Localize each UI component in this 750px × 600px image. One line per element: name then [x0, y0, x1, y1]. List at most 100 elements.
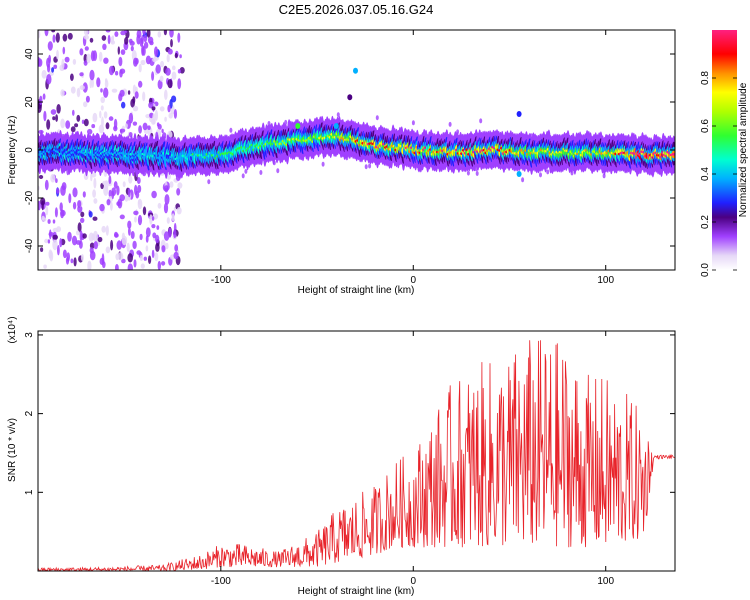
noise-cell [44, 238, 49, 244]
noise-cell [157, 31, 162, 38]
noise-cell [244, 168, 248, 174]
noise-cell [167, 48, 173, 55]
noise-cell [164, 89, 168, 101]
noise-cell [207, 179, 211, 185]
noise-cell [81, 119, 85, 125]
noise-cell [122, 181, 126, 188]
noise-cell [375, 115, 379, 121]
noise-cell [127, 220, 132, 229]
noise-cell [60, 209, 65, 219]
noise-cell [142, 46, 146, 56]
noise-cell [70, 86, 76, 94]
noise-cell [132, 84, 136, 95]
noise-cell [157, 202, 162, 209]
noise-cell [88, 232, 95, 242]
noise-cell [152, 113, 156, 125]
noise-cell [119, 214, 125, 220]
noise-cell [177, 32, 181, 43]
spectrogram-x-ticks: -100 0 100 [211, 30, 614, 286]
noise-cell [117, 46, 121, 55]
noise-cell [142, 206, 147, 216]
noise-cell [138, 80, 143, 88]
noise-cell [128, 112, 134, 124]
noise-cell [137, 214, 143, 226]
noise-cell [111, 88, 118, 93]
noise-cell [164, 116, 167, 122]
noise-cell [157, 79, 163, 90]
noise-cell [156, 225, 160, 230]
noise-cell [79, 72, 84, 77]
noise-cell [38, 200, 41, 211]
noise-cell [47, 239, 51, 244]
noise-cell [97, 236, 103, 243]
noise-cell [38, 56, 41, 67]
noise-cell [39, 95, 43, 106]
noise-cell [132, 240, 137, 250]
noise-cell [118, 56, 123, 67]
feature-cell [353, 67, 358, 74]
noise-cell [241, 173, 245, 179]
noise-cell [61, 58, 65, 70]
noise-cell [52, 219, 56, 224]
noise-cell [52, 34, 56, 43]
noise-cell [229, 127, 233, 133]
noise-cell [114, 31, 119, 37]
noise-cell [41, 69, 47, 79]
noise-cell [368, 163, 372, 169]
noise-cell [101, 35, 107, 41]
noise-cell [121, 235, 128, 246]
noise-cell [99, 110, 102, 119]
feature-cell [516, 111, 522, 117]
noise-cell [173, 229, 177, 239]
noise-cell [52, 227, 58, 233]
noise-cell [92, 112, 98, 123]
noise-cell [38, 30, 41, 39]
noise-cell [100, 105, 104, 111]
noise-cell [102, 43, 107, 50]
noise-cell [113, 118, 118, 130]
noise-cell [84, 46, 89, 51]
noise-cell [134, 91, 139, 99]
noise-cell [49, 250, 54, 262]
figure-title: C2E5.2026.037.05.16.G24 [279, 2, 434, 17]
noise-cell [336, 112, 340, 118]
noise-cell [164, 194, 170, 205]
spectrogram-y-ticks: -40 -20 0 20 40 [24, 48, 675, 253]
noise-cell [44, 179, 49, 191]
noise-cell [138, 63, 142, 73]
noise-cell [50, 109, 57, 115]
noise-cell [164, 185, 169, 193]
noise-cell [176, 207, 182, 215]
noise-cell [65, 120, 71, 129]
noise-cell [45, 201, 50, 206]
noise-cell [163, 231, 170, 241]
noise-cell [110, 40, 116, 45]
colorbar-gradient [712, 30, 737, 270]
colorbar-tick-label: 0.8 [700, 71, 711, 85]
noise-cell [65, 256, 70, 265]
noise-cell [105, 225, 109, 236]
noise-cell [364, 164, 368, 170]
noise-cell [80, 254, 84, 262]
colorbar-label: Normalized spectral amplitude [738, 82, 749, 217]
noise-cell [119, 68, 126, 74]
noise-cell [115, 70, 119, 76]
noise-cell [124, 37, 129, 45]
colorbar-tick-label: 0.0 [700, 263, 711, 277]
noise-cell [116, 185, 120, 196]
noise-cell [86, 53, 91, 64]
noise-cell [52, 234, 58, 240]
noise-cell [51, 30, 56, 33]
noise-cell [127, 188, 131, 198]
noise-cell [163, 30, 167, 36]
noise-cell [47, 64, 51, 73]
noise-cell [170, 39, 173, 48]
snr-series-line [38, 340, 675, 571]
noise-cell [72, 201, 77, 210]
noise-cell [83, 118, 89, 127]
noise-cell [102, 180, 108, 186]
noise-cell [79, 85, 85, 91]
noise-cell [177, 78, 182, 90]
spectrogram-y-tick-label: -40 [24, 238, 35, 253]
noise-cell [161, 261, 166, 266]
